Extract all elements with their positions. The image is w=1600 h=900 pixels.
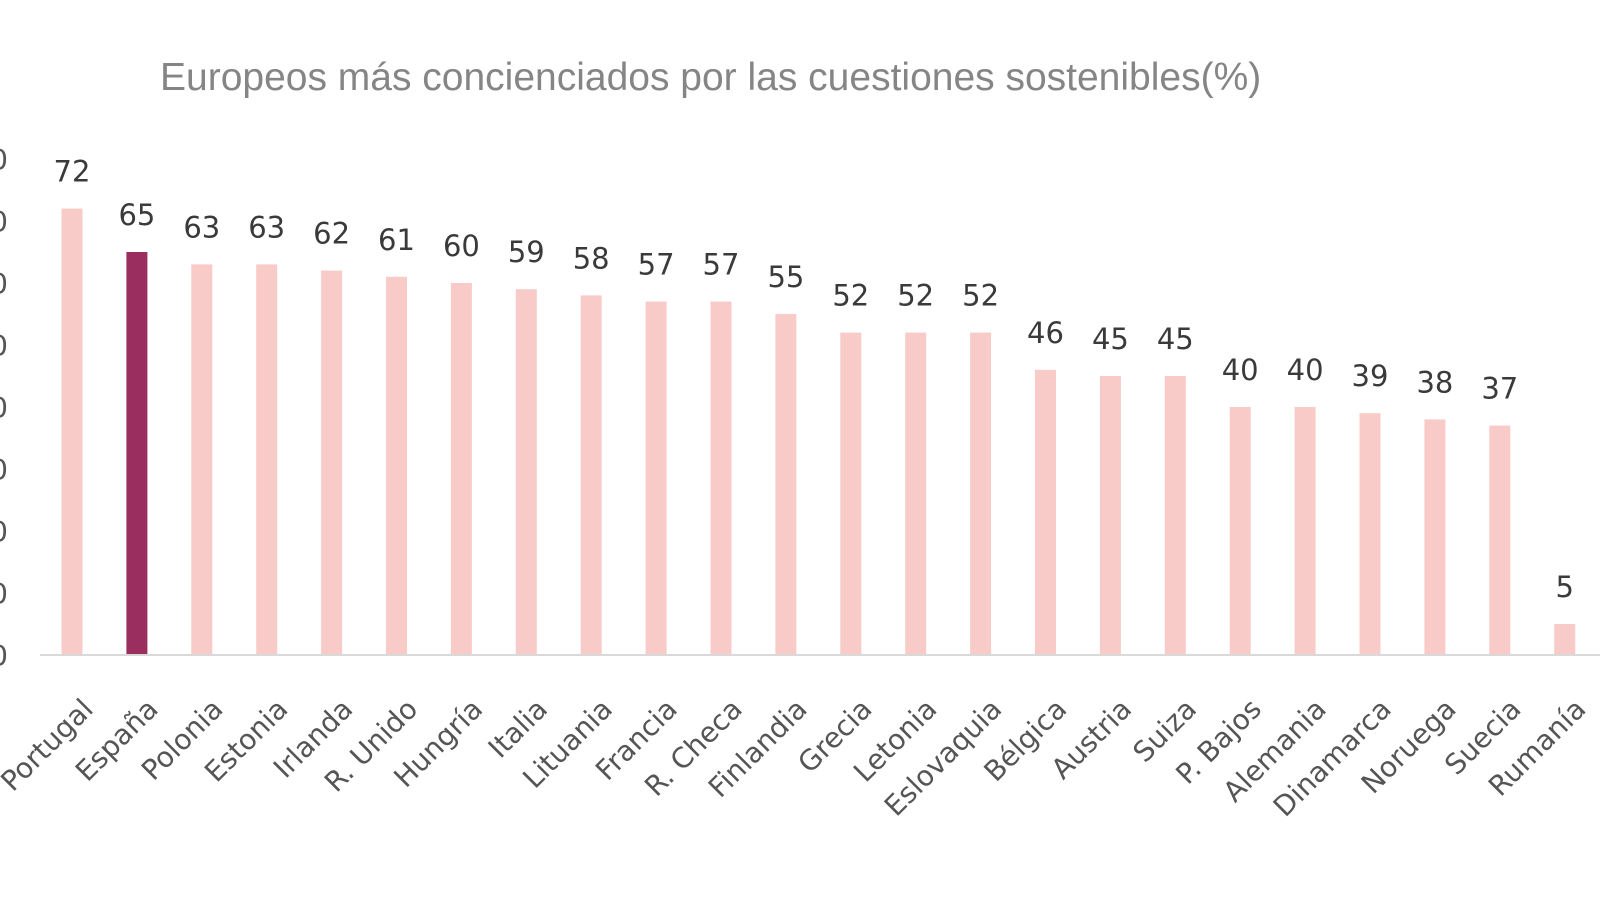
bar xyxy=(515,289,537,655)
bar xyxy=(775,314,797,655)
y-tick-label: 70 xyxy=(0,205,8,238)
chart-title: Europeos más concienciados por las cuest… xyxy=(160,56,1262,99)
bar xyxy=(1294,407,1316,655)
bar xyxy=(321,270,343,655)
data-label: 58 xyxy=(573,241,610,275)
data-label: 37 xyxy=(1481,372,1518,406)
data-label: 72 xyxy=(54,155,91,189)
y-tick-label: 80 xyxy=(0,143,8,176)
bar xyxy=(645,301,667,655)
bar xyxy=(1164,376,1186,655)
bar xyxy=(970,332,992,655)
bar xyxy=(1424,419,1446,655)
bar xyxy=(256,264,278,655)
data-label: 52 xyxy=(832,279,869,313)
bar xyxy=(710,301,732,655)
data-label: 40 xyxy=(1287,353,1324,387)
data-label: 38 xyxy=(1416,365,1453,399)
bar-series xyxy=(61,208,1576,655)
bar xyxy=(61,208,83,655)
y-tick-label: 40 xyxy=(0,391,8,424)
bar xyxy=(1554,624,1576,655)
data-label: 45 xyxy=(1157,322,1194,356)
y-tick-label: 30 xyxy=(0,453,8,486)
data-label: 61 xyxy=(378,223,415,257)
bar xyxy=(1489,425,1511,655)
y-tick-label: 60 xyxy=(0,267,8,300)
bar xyxy=(580,295,602,655)
data-label: 39 xyxy=(1352,359,1389,393)
y-tick-label: 50 xyxy=(0,329,8,362)
bar xyxy=(1229,407,1251,655)
y-axis-ticks: 0 10 20 30 40 50 60 70 80 xyxy=(0,143,8,672)
data-label: 40 xyxy=(1222,353,1259,387)
data-label: 46 xyxy=(1027,316,1064,350)
data-labels: 72 65 63 63 62 61 60 59 58 57 57 55 52 52 52 46 45 45 40 40… xyxy=(54,155,1574,604)
bar xyxy=(1099,376,1121,655)
category-label: Portugal xyxy=(0,692,100,797)
data-label: 45 xyxy=(1092,322,1129,356)
y-tick-label: 0 xyxy=(0,639,8,672)
bar xyxy=(386,276,407,655)
data-label: 52 xyxy=(897,279,934,313)
bar xyxy=(840,332,862,655)
data-label: 57 xyxy=(638,248,675,282)
bar xyxy=(191,264,213,655)
data-label: 5 xyxy=(1555,570,1573,604)
data-label: 63 xyxy=(248,210,285,244)
data-label: 57 xyxy=(703,248,740,282)
data-label: 62 xyxy=(313,217,350,251)
bar-highlighted xyxy=(126,252,148,655)
y-tick-label: 10 xyxy=(0,577,8,610)
data-label: 55 xyxy=(767,260,804,294)
bar xyxy=(450,283,472,655)
data-label: 60 xyxy=(443,229,480,263)
data-label: 52 xyxy=(962,279,999,313)
data-label: 63 xyxy=(183,210,220,244)
bar xyxy=(1035,369,1056,655)
data-label: 65 xyxy=(118,198,155,232)
bar xyxy=(1359,413,1381,655)
bar xyxy=(905,332,927,655)
y-tick-label: 20 xyxy=(0,515,8,548)
data-label: 59 xyxy=(508,235,545,269)
